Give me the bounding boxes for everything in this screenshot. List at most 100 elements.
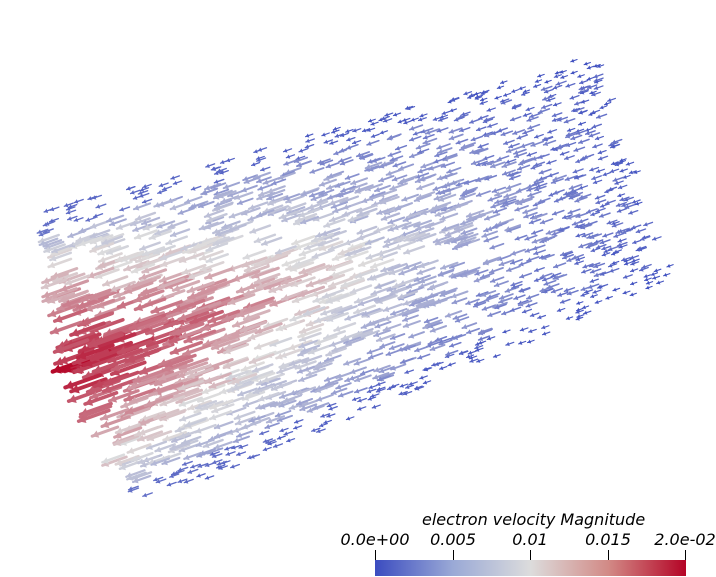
velocity-arrow-head [111,367,121,377]
velocity-arrow-head [519,287,524,293]
velocity-arrow-head [139,418,147,427]
velocity-arrow-head [327,315,334,322]
velocity-arrow-head [445,231,452,237]
velocity-arrow-head [335,182,341,189]
velocity-arrow-head [229,212,236,219]
velocity-arrow-head [312,236,319,243]
velocity-arrow-head [393,224,399,231]
velocity-arrow-head [542,255,547,261]
velocity-arrow-head [356,186,362,193]
velocity-arrow-head [156,479,161,484]
velocity-arrow-head [106,217,113,223]
velocity-arrow-head [506,148,512,154]
velocity-arrow-head [332,254,340,262]
velocity-arrow-head [268,199,275,206]
velocity-arrow-head [487,123,492,128]
velocity-arrow-head [299,376,305,383]
velocity-arrow-head [424,302,430,309]
velocity-arrow-head [226,451,231,456]
velocity-arrow-head [440,264,447,270]
velocity-arrow-head [79,239,86,247]
velocity-arrow-head [552,231,557,236]
velocity-arrow-head [126,406,134,415]
velocity-arrow-head [408,381,413,386]
velocity-arrow-head [574,101,579,106]
velocity-arrow-head [346,137,351,142]
velocity-arrow-head [289,404,296,411]
velocity-arrow-head [173,180,178,185]
velocity-arrow-head [299,342,306,349]
velocity-arrow-head [298,290,306,298]
velocity-arrow-head [449,128,455,134]
velocity-arrow-head [332,308,339,315]
velocity-arrow-head [449,135,455,141]
velocity-arrow-head [646,280,650,285]
velocity-arrow-head [527,339,532,344]
velocity-arrow-head [445,351,451,356]
velocity-arrow-head [371,133,376,138]
velocity-arrow-head [94,379,103,389]
velocity-arrow-head [345,174,351,181]
velocity-arrow-head [514,153,520,159]
velocity-arrow-head [366,127,371,132]
velocity-arrow-head [48,296,56,304]
velocity-arrow-head [218,465,223,470]
velocity-arrow-head [286,205,293,212]
velocity-arrow-head [135,233,142,240]
velocity-arrow-head [651,272,655,277]
velocity-arrow-head [433,237,440,244]
velocity-arrow-head [329,140,334,145]
velocity-arrow-head [215,192,221,199]
velocity-arrow-head [433,116,438,122]
velocity-arrow-head [557,117,562,122]
velocity-arrow-head [212,166,217,171]
velocity-arrow-head [513,150,519,155]
velocity-arrow-head [381,116,386,121]
velocity-arrow-head [473,302,479,308]
velocity-arrow-head [482,305,488,311]
velocity-arrow-head [180,362,188,371]
velocity-arrow-head [167,482,172,487]
velocity-arrow-head [531,230,537,235]
velocity-arrow-head [102,459,110,467]
velocity-arrow-head [501,310,507,316]
velocity-arrow-head [544,236,549,242]
velocity-arrow-head [547,129,552,134]
velocity-arrow-head [328,172,334,179]
velocity-arrow-head [170,204,177,211]
velocity-arrow-head [527,117,532,122]
velocity-arrow-head [531,165,536,170]
velocity-arrow-head [481,89,486,94]
velocity-arrow-head [448,362,452,367]
velocity-arrow-head [174,304,183,313]
velocity-arrow-head [242,260,250,268]
velocity-arrow-head [42,277,50,285]
velocity-arrow-head [556,81,561,86]
velocity-arrow-head [537,315,542,320]
velocity-arrow-head [523,208,529,215]
velocity-arrow-head [170,175,175,180]
velocity-arrow-head [84,358,93,367]
velocity-arrow-head [608,142,613,147]
velocity-arrow-head [115,255,123,263]
velocity-arrow-head [199,224,206,231]
velocity-arrow-head [526,303,531,308]
velocity-arrow-head [421,163,427,169]
velocity-arrow-head [255,343,262,350]
velocity-arrow-head [624,258,628,263]
velocity-arrow-head [621,202,626,208]
velocity-arrow-head [257,211,263,218]
velocity-arrow-head [135,214,142,222]
velocity-arrow-head [269,286,277,294]
velocity-arrow-head [431,362,436,367]
velocity-arrow-head [248,215,255,222]
velocity-arrow-head [619,244,623,249]
velocity-arrow-head [365,239,372,246]
velocity-arrow-head [471,136,476,142]
velocity-arrow-head [515,199,521,205]
velocity-arrow-head [125,286,133,295]
velocity-arrow-head [345,129,350,134]
velocity-arrow-head [510,116,515,122]
velocity-arrow-head [438,117,443,122]
